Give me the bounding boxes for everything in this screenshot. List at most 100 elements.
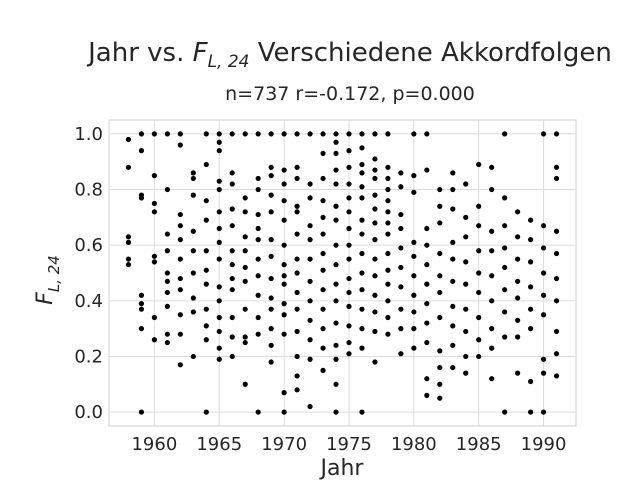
data-point [307, 337, 313, 343]
data-point [294, 270, 300, 276]
data-point [216, 139, 222, 145]
data-point [489, 248, 495, 254]
data-point [281, 262, 287, 268]
data-point [268, 192, 274, 198]
data-point [242, 306, 248, 312]
data-point [553, 373, 560, 379]
data-point [398, 211, 404, 218]
data-point [229, 223, 235, 229]
data-point [255, 186, 261, 193]
data-point [164, 339, 170, 346]
x-tick-label: 1975 [326, 434, 372, 455]
data-point [307, 223, 313, 229]
data-point [333, 150, 339, 156]
data-point [203, 409, 209, 415]
data-point [164, 270, 170, 276]
data-point [385, 220, 391, 226]
data-point [294, 175, 300, 182]
data-point [372, 237, 378, 243]
data-point [527, 284, 534, 290]
data-point [540, 245, 547, 251]
data-point [307, 356, 313, 362]
data-point [346, 289, 352, 296]
data-point [424, 242, 430, 248]
y-tick-label: 0.8 [74, 180, 103, 201]
data-point [307, 278, 313, 284]
data-point [553, 164, 560, 170]
x-tick-label: 1980 [391, 434, 437, 455]
data-point [346, 339, 352, 346]
data-point [502, 131, 508, 137]
data-point [177, 287, 183, 293]
data-point [242, 264, 248, 271]
x-tick-label: 1970 [261, 434, 307, 455]
data-point [359, 131, 365, 137]
data-point [515, 334, 521, 340]
data-point [281, 281, 287, 287]
data-point [216, 148, 222, 154]
data-point [411, 253, 417, 259]
data-point [450, 256, 456, 262]
data-point [307, 403, 313, 410]
data-point [424, 392, 430, 398]
data-point [385, 186, 391, 193]
data-point [346, 275, 352, 282]
data-point [346, 303, 352, 309]
data-point [450, 342, 456, 348]
data-point [320, 131, 326, 137]
data-point [320, 306, 326, 312]
data-point [411, 239, 417, 245]
data-point [216, 209, 222, 215]
data-point [190, 295, 196, 301]
data-point [268, 253, 274, 259]
data-point [229, 131, 235, 137]
data-point [476, 289, 482, 296]
data-point [255, 175, 261, 182]
data-point [307, 181, 313, 187]
data-point [553, 351, 560, 357]
data-point [164, 231, 170, 237]
data-point [216, 186, 222, 193]
data-point [346, 181, 352, 187]
data-point [216, 256, 222, 262]
data-point [268, 326, 274, 332]
data-point [346, 195, 352, 201]
data-point [450, 206, 456, 212]
data-point [359, 217, 365, 223]
data-point [216, 345, 222, 351]
data-point [385, 164, 391, 170]
data-point [164, 289, 170, 296]
data-point [476, 203, 482, 209]
data-point [151, 253, 158, 259]
data-point [450, 364, 456, 371]
data-point [203, 131, 209, 137]
chart-title-prefix: Jahr vs. [88, 38, 193, 68]
data-point [294, 131, 300, 137]
data-point [151, 337, 158, 343]
data-point [515, 209, 521, 215]
data-point [294, 387, 300, 393]
data-point [359, 145, 365, 151]
data-point [515, 295, 521, 301]
data-point [346, 256, 352, 262]
data-point [372, 328, 378, 335]
data-point [333, 203, 339, 209]
data-point [502, 264, 508, 271]
data-point [138, 326, 145, 332]
data-point [398, 284, 404, 290]
data-point [502, 309, 508, 315]
y-tick-label: 0.6 [74, 235, 103, 256]
data-point [372, 167, 378, 173]
data-point [411, 173, 417, 179]
data-point [553, 298, 560, 304]
data-point [177, 237, 183, 243]
data-point [177, 312, 183, 318]
data-point [255, 273, 261, 279]
data-point [216, 314, 222, 321]
data-point [242, 334, 248, 340]
data-point [255, 409, 261, 415]
data-point [177, 142, 183, 148]
data-point [177, 211, 183, 218]
data-point [333, 342, 339, 348]
chart-title: Jahr vs. FL, 24 Verschiedene Akkordfolge… [60, 38, 640, 72]
